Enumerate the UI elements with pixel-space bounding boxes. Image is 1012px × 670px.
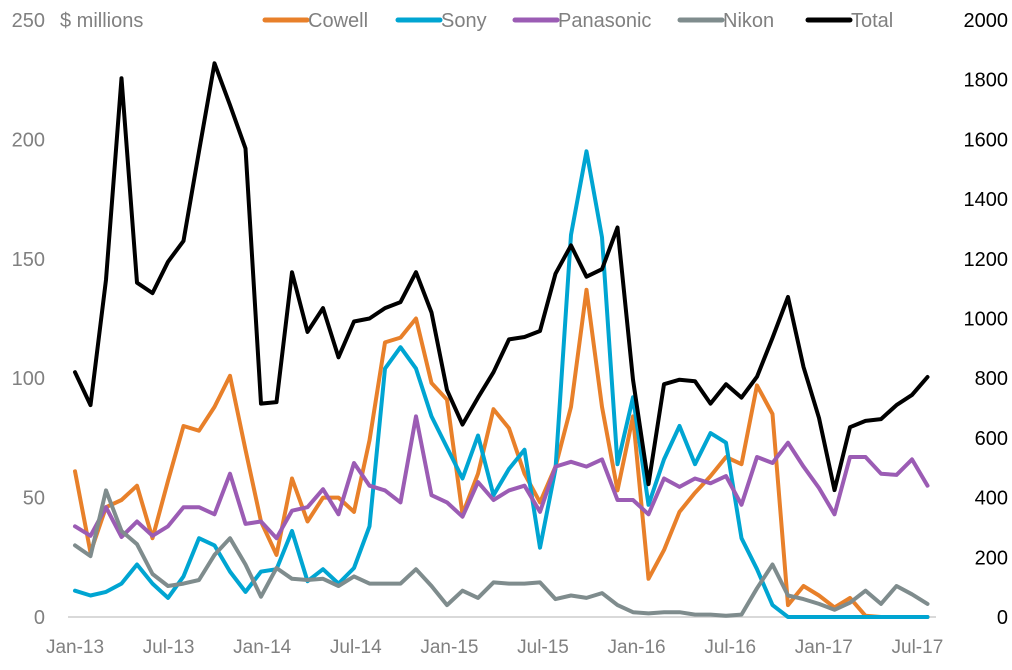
x-tick-label: Jan-13: [46, 637, 104, 658]
legend-label: Nikon: [723, 10, 774, 32]
right-tick-label: 1200: [964, 249, 1009, 271]
right-tick-label: 800: [975, 368, 1008, 390]
right-tick-label: 0: [997, 607, 1008, 629]
x-tick-label: Jan-15: [420, 637, 478, 658]
left-tick-label: 50: [23, 488, 45, 510]
legend-label: Sony: [441, 10, 487, 32]
x-tick-label: Jul-17: [892, 637, 944, 658]
x-tick-label: Jul-13: [143, 637, 195, 658]
legend-item-panasonic: Panasonic: [512, 10, 651, 32]
right-tick-label: 200: [975, 547, 1008, 569]
series-cowell: [73, 287, 930, 619]
y-axis-label: $ millions: [60, 10, 143, 32]
left-tick-label: 0: [34, 607, 45, 629]
legend-label: Cowell: [308, 10, 368, 32]
legend-label: Panasonic: [558, 10, 651, 32]
right-tick-label: 2000: [964, 10, 1009, 32]
right-tick-label: 400: [975, 488, 1008, 510]
series-sony: [73, 149, 930, 619]
legend-item-cowell: Cowell: [262, 10, 368, 32]
series-nikon: [73, 488, 930, 618]
x-tick-label: Jul-15: [517, 637, 569, 658]
x-tick-label: Jul-14: [330, 637, 382, 658]
series-line-cowell: [73, 287, 930, 619]
x-tick-label: Jan-14: [233, 637, 292, 658]
series-lines: [73, 61, 930, 619]
series-line-panasonic: [73, 414, 930, 541]
x-tick-label: Jul-16: [704, 637, 756, 658]
legend-item-nikon: Nikon: [677, 10, 774, 32]
series-line-nikon: [73, 488, 930, 618]
left-tick-label: 250: [12, 10, 45, 32]
right-axis-ticks: 0 200 400 600 800 1000 1200 1400 1600 1800 2000: [964, 10, 1009, 629]
right-tick-label: 1800: [964, 70, 1009, 92]
left-tick-label: 100: [12, 368, 45, 390]
legend-label: Total: [851, 10, 893, 32]
series-line-sony: [73, 149, 930, 619]
right-tick-label: 1400: [964, 189, 1009, 211]
left-axis-ticks: 0 50 100 150 200 250: [12, 10, 45, 629]
left-tick-label: 200: [12, 129, 45, 151]
series-line-total: [73, 61, 930, 493]
series-panasonic: [73, 414, 930, 541]
legend-item-sony: Sony: [395, 10, 487, 32]
legend-item-total: Total: [805, 10, 893, 32]
legend: Cowell Sony Panasonic Nikon Total: [262, 10, 893, 32]
x-axis-ticks: Jan-13 Jul-13 Jan-14 Jul-14 Jan-15 Jul-15 Jan-…: [46, 637, 943, 658]
x-tick-label: Jan-16: [608, 637, 666, 658]
right-tick-label: 1000: [964, 309, 1009, 331]
series-total: [73, 61, 930, 493]
right-tick-label: 1600: [964, 129, 1009, 151]
x-tick-label: Jan-17: [795, 637, 853, 658]
right-tick-label: 600: [975, 428, 1008, 450]
left-tick-label: 150: [12, 249, 45, 271]
